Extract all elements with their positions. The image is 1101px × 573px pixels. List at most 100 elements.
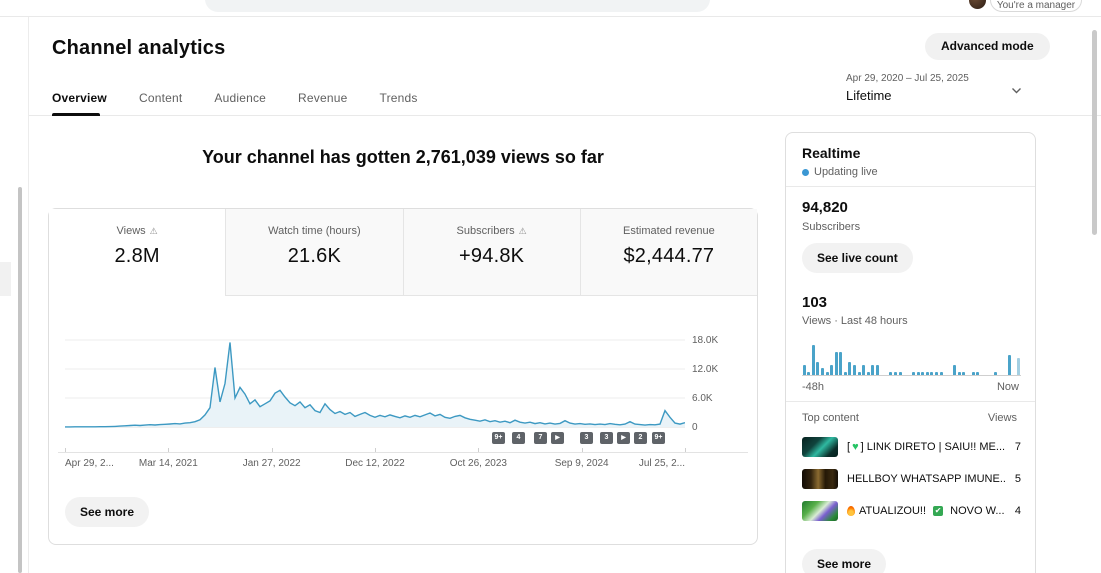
title-text: HELLBOY WHATSAPP IMUNE... <box>847 473 1006 485</box>
realtime-views-label: Views · Last 48 hours <box>802 315 908 327</box>
y-tick-label: 0 <box>692 422 698 433</box>
x-tick-label: Apr 29, 2... <box>65 458 114 469</box>
search-input[interactable] <box>205 0 710 12</box>
y-axis-labels: 18.0K 12.0K 6.0K 0 <box>692 330 737 433</box>
realtime-bar <box>843 371 847 375</box>
tabs-divider <box>29 115 1101 116</box>
axis-start-label: -48h <box>802 381 825 393</box>
upload-count-badge[interactable]: 2 <box>634 432 647 444</box>
title-text: [ <box>847 441 851 453</box>
title-text: NOVO W... <box>950 505 1005 517</box>
video-title: HELLBOY WHATSAPP IMUNE... <box>847 473 1006 485</box>
date-range: Apr 29, 2020 – Jul 25, 2025 <box>846 73 969 84</box>
video-thumbnail[interactable] <box>802 501 838 521</box>
top-content-row[interactable]: [♥] LINK DIRETO | SAIU!! ME... 7 <box>802 434 1021 460</box>
realtime-bar <box>889 371 893 375</box>
tab-trends[interactable]: Trends <box>379 91 418 105</box>
top-content-row[interactable]: ATUALIZOU!! ✔ NOVO W... 4 <box>802 498 1021 524</box>
video-thumbnail[interactable] <box>802 437 838 457</box>
views-line-chart[interactable] <box>65 330 685 430</box>
x-axis-tick <box>65 448 66 452</box>
tab-audience[interactable]: Audience <box>214 91 267 105</box>
x-tick-label: Mar 14, 2021 <box>138 458 198 469</box>
realtime-bar <box>871 365 875 375</box>
realtime-bar <box>830 365 834 375</box>
x-axis-tick <box>271 448 273 452</box>
page-scrollbar[interactable] <box>1092 30 1097 235</box>
video-title: [♥] LINK DIRETO | SAIU!! ME... <box>847 441 1006 453</box>
realtime-bar <box>894 371 897 375</box>
realtime-bar <box>925 371 929 375</box>
period-selector[interactable]: Lifetime <box>846 88 892 103</box>
realtime-bar <box>994 371 998 375</box>
see-more-button[interactable]: See more <box>65 497 150 527</box>
realtime-bar <box>875 365 879 375</box>
realtime-bar <box>953 365 957 375</box>
views-headline: Your channel has gotten 2,761,039 views … <box>202 147 604 167</box>
title-text: ATUALIZOU!! <box>859 505 927 517</box>
active-tab-underline <box>52 113 100 116</box>
realtime-bar <box>866 371 870 375</box>
realtime-bar-chart[interactable] <box>802 338 1021 376</box>
upload-count-badge[interactable]: 3 <box>600 432 613 444</box>
y-tick-label: 18.0K <box>692 335 719 346</box>
metric-watch-time[interactable]: Watch time (hours) 21.6K <box>226 209 404 296</box>
realtime-status: Updating live <box>802 166 878 178</box>
flame-icon <box>847 506 855 516</box>
play-badge-icon[interactable]: ▶ <box>617 432 630 444</box>
tab-revenue[interactable]: Revenue <box>298 91 348 105</box>
realtime-card: Realtime Updating live 94,820 Subscriber… <box>785 132 1036 573</box>
metric-subscribers[interactable]: Subscribers ⚠ +94.8K <box>403 209 581 296</box>
play-badge-icon[interactable]: ▶ <box>551 432 564 444</box>
warning-icon: ⚠ <box>149 226 158 236</box>
overview-card: Views ⚠ 2.8M Watch time (hours) 21.6K Sub… <box>48 208 758 545</box>
metric-subscribers-value: +94.8K <box>459 245 525 267</box>
analytics-tabs: Overview Content Audience Revenue Trends <box>52 91 418 105</box>
upload-count-badge[interactable]: 3 <box>580 432 593 444</box>
y-tick-label: 12.0K <box>692 364 719 375</box>
realtime-bar <box>930 371 934 375</box>
realtime-bar <box>921 371 925 375</box>
realtime-bar <box>935 371 938 375</box>
upload-count-badge[interactable]: 7 <box>534 432 547 444</box>
top-bar: You're a manager <box>0 0 1101 17</box>
tab-content[interactable]: Content <box>138 91 183 105</box>
realtime-bar <box>825 371 829 375</box>
tab-overview[interactable]: Overview <box>52 91 107 105</box>
realtime-views-count: 103 <box>802 294 828 311</box>
advanced-mode-button[interactable]: Advanced mode <box>925 33 1050 60</box>
top-content-row[interactable]: HELLBOY WHATSAPP IMUNE... 5 <box>802 466 1021 492</box>
realtime-bar <box>802 365 806 375</box>
realtime-bar <box>912 371 916 375</box>
metric-revenue-value: $2,444.77 <box>623 245 715 267</box>
video-views: 5 <box>1014 473 1021 485</box>
metric-views-value: 2.8M <box>114 245 160 267</box>
metric-revenue[interactable]: Estimated revenue $2,444.77 <box>580 209 757 296</box>
y-tick-label: 6.0K <box>692 393 713 404</box>
video-thumbnail[interactable] <box>802 469 838 489</box>
chevron-down-icon[interactable] <box>1010 84 1023 97</box>
x-axis-tick <box>685 448 686 452</box>
realtime-title: Realtime <box>802 145 861 161</box>
realtime-bar <box>898 371 902 375</box>
realtime-status-label: Updating live <box>814 166 878 178</box>
realtime-bar <box>862 365 865 375</box>
metric-watch-time-label: Watch time (hours) <box>268 225 361 237</box>
realtime-bar <box>839 351 843 375</box>
avatar[interactable] <box>969 0 986 9</box>
see-live-count-button[interactable]: See live count <box>802 243 913 273</box>
upload-count-badge[interactable]: 4 <box>512 432 525 444</box>
video-views: 7 <box>1014 441 1021 453</box>
top-content-views-header: Views <box>987 412 1017 424</box>
manager-badge[interactable]: You're a manager <box>990 0 1082 12</box>
metric-views[interactable]: Views ⚠ 2.8M <box>49 209 227 296</box>
upload-count-badge[interactable]: 9+ <box>492 432 505 444</box>
x-axis-tick <box>581 448 583 452</box>
top-content-header: Top content <box>802 412 859 424</box>
realtime-see-more-button[interactable]: See more <box>802 549 887 573</box>
subscribers-count: 94,820 <box>802 199 848 216</box>
sidebar-scrollbar[interactable] <box>18 187 22 573</box>
upload-count-badge[interactable]: 9+ <box>652 432 665 444</box>
realtime-bar <box>811 345 815 375</box>
realtime-bar <box>1017 358 1021 375</box>
